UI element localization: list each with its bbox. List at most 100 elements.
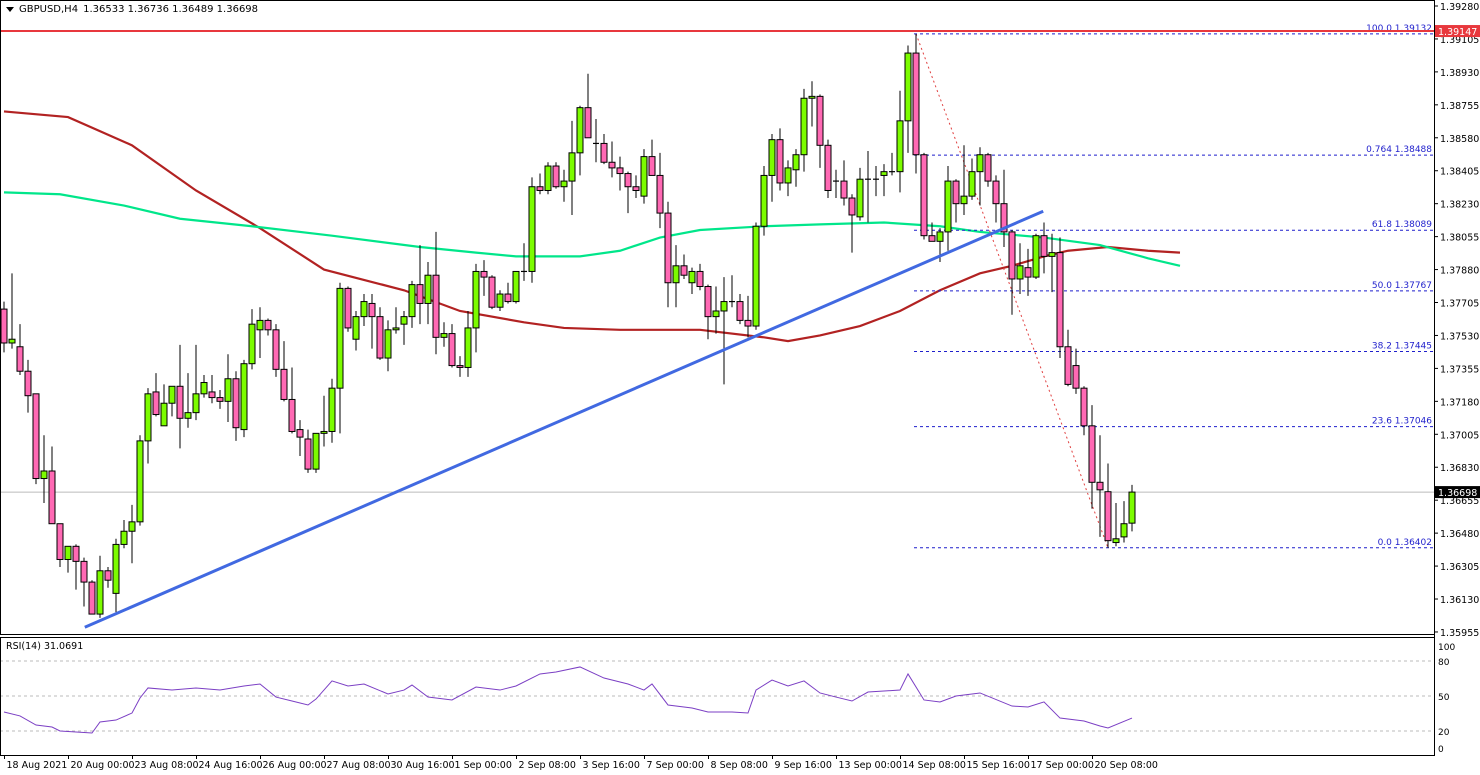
candle xyxy=(216,390,224,409)
candle xyxy=(352,310,360,351)
candle-body-bear xyxy=(1008,231,1016,280)
candle-body-bear xyxy=(504,293,512,303)
candle-body-bear xyxy=(1088,425,1096,483)
candle xyxy=(432,231,440,355)
candle xyxy=(576,105,584,176)
candle xyxy=(720,277,728,385)
candle-body-bear xyxy=(368,302,376,318)
candle-body-bear xyxy=(1056,252,1064,348)
dropdown-triangle-icon[interactable] xyxy=(6,7,14,12)
candle-body-bear xyxy=(624,173,632,188)
candle-body-bull xyxy=(112,543,120,594)
candle xyxy=(232,371,240,441)
fib-level-label: 61.8 1.38089 xyxy=(1372,220,1432,230)
candle xyxy=(1056,237,1064,359)
candle xyxy=(640,149,648,204)
candle xyxy=(696,263,704,291)
candle xyxy=(1064,329,1072,387)
candle-body-bear xyxy=(416,284,424,304)
candle xyxy=(704,284,712,340)
rsi-tick-label: 50 xyxy=(1438,693,1450,703)
candle-body-bear xyxy=(1024,267,1032,278)
main-price-panel: 100.0 1.39132 0.764 1.38488 61.8 1.38089 50… xyxy=(0,24,1434,629)
price-tick-label: 1.38930 xyxy=(1440,68,1479,79)
candle xyxy=(776,128,784,191)
candle xyxy=(536,173,544,195)
candle xyxy=(856,167,864,221)
candle xyxy=(1000,169,1008,247)
resistance-price-label: 1.39147 xyxy=(1438,27,1477,38)
fib-level-label: 38.2 1.37445 xyxy=(1372,341,1432,351)
candle-body-bull xyxy=(976,154,984,173)
candle-body-bull xyxy=(96,570,104,615)
candle-body-bear xyxy=(736,301,744,321)
candle-body-bull xyxy=(184,412,192,419)
candle-body-bull xyxy=(720,301,728,312)
candle xyxy=(1120,501,1128,543)
candle-body-bear xyxy=(656,174,664,214)
candle xyxy=(568,120,576,215)
candle-body-bull xyxy=(1112,538,1120,544)
candle xyxy=(88,580,96,615)
time-tick-label: 18 Aug 2021 xyxy=(7,760,68,771)
candle-body-bear xyxy=(304,438,312,470)
candle-body-bear xyxy=(232,378,240,429)
candle-body-bear xyxy=(264,319,272,331)
candle xyxy=(712,286,720,334)
candle xyxy=(664,201,672,308)
candle xyxy=(760,166,768,236)
candle xyxy=(744,295,752,338)
candle xyxy=(496,290,504,311)
candle-body-bull xyxy=(40,470,48,480)
time-tick-label: 26 Aug 00:00 xyxy=(263,760,327,771)
candle xyxy=(976,147,984,206)
candle-body-bull xyxy=(768,139,776,176)
main-frame xyxy=(0,0,1435,635)
candle xyxy=(512,270,520,304)
fib-level-label: 0.764 1.38488 xyxy=(1366,145,1432,155)
candle-body-bull xyxy=(944,180,952,233)
rsi-label: RSI(14) 31.0691 xyxy=(6,641,84,652)
candle xyxy=(521,243,527,281)
candle-body-bear xyxy=(680,265,688,276)
candle-body-bear xyxy=(632,186,640,191)
candle xyxy=(400,310,408,345)
candle-body-bull xyxy=(144,393,152,442)
candle-body-bear xyxy=(608,161,616,169)
time-tick-label: 1 Sep 00:00 xyxy=(455,760,512,771)
candle-body-bull xyxy=(936,231,944,242)
price-tick-label: 1.36830 xyxy=(1440,463,1479,474)
price-tick-label: 1.37355 xyxy=(1440,364,1479,375)
candle xyxy=(160,384,168,427)
candle-body-bear xyxy=(1064,346,1072,385)
candle-body-bull xyxy=(312,432,320,470)
candle xyxy=(544,162,552,195)
candle xyxy=(360,294,368,327)
candle xyxy=(792,149,800,187)
candle-body-bear xyxy=(72,545,80,562)
candle xyxy=(768,134,776,202)
candle-body-bull xyxy=(360,301,368,318)
candle xyxy=(376,307,384,360)
rsi-tick-label: 80 xyxy=(1438,658,1450,668)
candle xyxy=(984,152,992,187)
candle xyxy=(1024,248,1032,296)
candle xyxy=(1016,243,1024,295)
price-tick-label: 1.38405 xyxy=(1440,167,1479,178)
candle xyxy=(448,324,456,368)
candle xyxy=(1104,463,1112,548)
price-tick-label: 1.38755 xyxy=(1440,101,1479,112)
candle-body-bull xyxy=(880,171,888,176)
price-tick-label: 1.36655 xyxy=(1440,496,1479,507)
candle-body-bear xyxy=(448,333,456,367)
candle-body-bear xyxy=(776,139,784,184)
candle xyxy=(424,262,432,325)
candle-body-bear xyxy=(744,319,752,327)
fib-level-label: 23.6 1.37046 xyxy=(1372,417,1432,427)
symbol-timeframe: GBPUSD,H4 xyxy=(19,4,79,15)
candle-body-bear xyxy=(536,186,544,191)
candle-body-bear xyxy=(376,316,384,359)
time-tick-label: 17 Sep 00:00 xyxy=(1031,760,1094,771)
candle xyxy=(656,152,664,229)
